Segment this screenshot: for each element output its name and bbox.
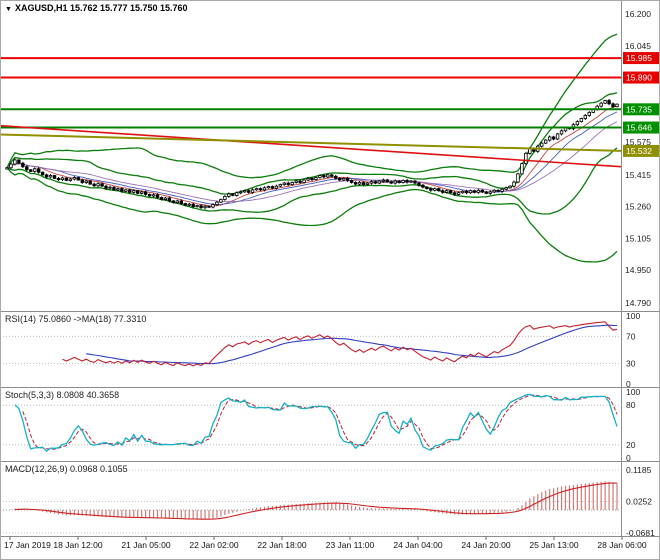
indicator-axis-label: 0 bbox=[626, 453, 631, 463]
indicator-axis-label: 80 bbox=[626, 400, 636, 410]
x-axis-label: 24 Jan 20:00 bbox=[461, 540, 510, 550]
indicator-axis-label: 100 bbox=[626, 311, 640, 321]
x-axis-label: 17 Jan 2019 bbox=[4, 540, 51, 550]
price-level-badge bbox=[623, 144, 659, 157]
price-level-badge-label: 15.646 bbox=[626, 123, 652, 133]
chart-title: ▼ XAGUSD,H1 15.762 15.777 15.750 15.760 bbox=[5, 3, 188, 13]
indicator-axis-label: 0 bbox=[626, 379, 631, 389]
indicator-axis-label: 100 bbox=[626, 387, 640, 397]
indicator-axis-label: 30 bbox=[626, 359, 636, 369]
price-level-badge bbox=[623, 103, 659, 116]
stoch-plot bbox=[0, 393, 621, 453]
price-axis-label: 15.105 bbox=[625, 233, 651, 243]
trendline bbox=[0, 133, 621, 152]
rsi-plot bbox=[0, 321, 621, 367]
price-level-badge bbox=[623, 52, 659, 65]
price-axis[interactable]: 16.200 16.045 15.575 15.415 15.260 15.105 14.9… bbox=[623, 9, 659, 538]
x-axis-label: 24 Jan 04:00 bbox=[393, 540, 442, 550]
price-axis-label: 15.260 bbox=[625, 202, 651, 212]
x-axis-label: 25 Jan 13:00 bbox=[529, 540, 578, 550]
macd-plot bbox=[0, 469, 621, 534]
x-axis-label: 21 Jan 05:00 bbox=[121, 540, 170, 550]
indicator-axis-label: 0.1185 bbox=[626, 465, 652, 475]
chevron-down-icon: ▼ bbox=[5, 6, 12, 13]
symbol-ohlc-text: XAGUSD,H1 15.762 15.777 15.750 15.760 bbox=[14, 3, 188, 13]
x-axis-label: 28 Jan 06:00 bbox=[597, 540, 646, 550]
rsi-indicator-label: RSI(14) 75.0860 ->MA(18) 77.3310 bbox=[5, 314, 147, 324]
level-lines bbox=[0, 57, 621, 168]
indicator-axis-label: 70 bbox=[626, 331, 636, 341]
trendline bbox=[0, 124, 621, 168]
x-axis-label: 23 Jan 11:00 bbox=[326, 540, 375, 550]
ma-ribbon bbox=[6, 105, 618, 207]
price-level-badge-label: 15.985 bbox=[626, 53, 652, 63]
price-axis-label: 16.045 bbox=[625, 41, 651, 51]
stoch-indicator-label: Stoch(5,3,3) 8.0808 40.3658 bbox=[5, 390, 120, 400]
x-axis-label: 22 Jan 18:00 bbox=[257, 540, 306, 550]
price-axis-label: 15.575 bbox=[625, 137, 651, 147]
price-level-badge-label: 15.735 bbox=[626, 104, 652, 114]
indicator-axis-label: -0.0681 bbox=[626, 528, 655, 538]
x-axis[interactable]: 17 Jan 2019 18 Jan 12:00 21 Jan 05:00 22 Ja… bbox=[4, 536, 647, 551]
price-axis-label: 15.415 bbox=[625, 170, 651, 180]
price-level-badge bbox=[623, 71, 659, 84]
price-axis-label: 16.200 bbox=[625, 9, 651, 19]
price-level-badge-label: 15.890 bbox=[626, 73, 652, 83]
price-level-badge-label: 15.532 bbox=[626, 146, 652, 156]
price-axis-label: 14.790 bbox=[625, 298, 651, 308]
x-axis-label: 18 Jan 12:00 bbox=[53, 540, 102, 550]
price-level-badge bbox=[623, 121, 659, 134]
indicator-axis-label: 20 bbox=[626, 440, 636, 450]
price-axis-label: 14.950 bbox=[625, 265, 651, 275]
macd-indicator-label: MACD(12,26,9) 0.0968 0.1055 bbox=[5, 464, 128, 474]
indicator-axis-label: 0.0252 bbox=[626, 496, 652, 506]
x-axis-label: 22 Jan 02:00 bbox=[189, 540, 238, 550]
